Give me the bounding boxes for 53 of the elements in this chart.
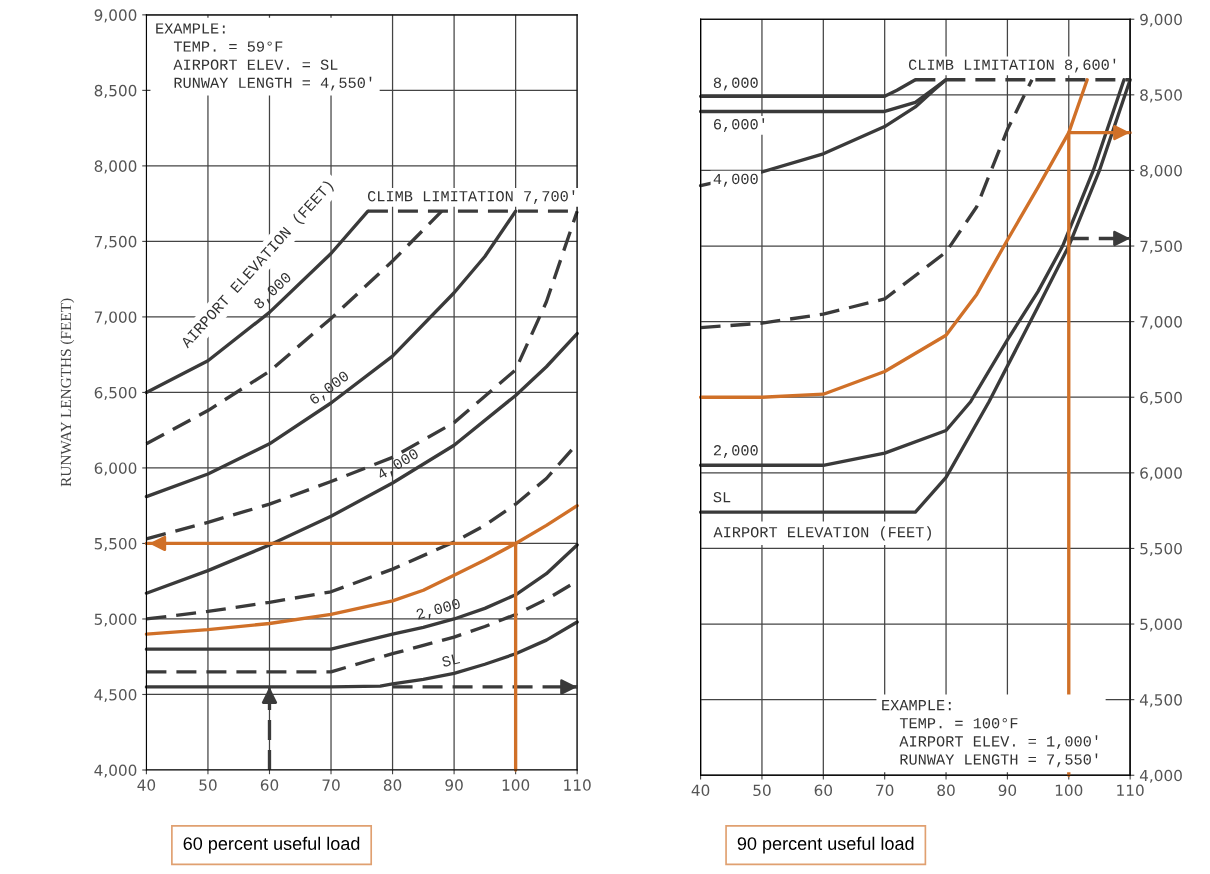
y-tick-label: 6,500 [94, 386, 137, 401]
x-tick-label: 40 [691, 784, 710, 797]
annotation: AIRPORT ELEVATION (FEET) [713, 526, 931, 541]
series-label: CLIMB LIMITATION 7,700' [367, 190, 575, 204]
y2-tick-label: 8,000 [1140, 164, 1182, 179]
y-tick-label: 5,500 [94, 537, 137, 552]
x-tick-label: 100 [502, 779, 530, 791]
x-tick-label: 110 [564, 779, 591, 791]
x-tick-label: 100 [1055, 784, 1083, 797]
y-tick-label: 6,000 [94, 462, 137, 476]
y2-tick-label: 4,000 [1139, 769, 1182, 783]
x-tick-label: 40 [137, 779, 156, 791]
series-label: 8,000 [713, 77, 758, 91]
annotation: SL [441, 653, 461, 668]
y2-tick-label: 5,500 [1140, 542, 1182, 557]
y-tick-label: 5,000 [94, 613, 137, 627]
y-tick-label: 7,500 [94, 235, 137, 249]
x-tick-label: 110 [1117, 784, 1144, 797]
y-tick-label: 4,500 [94, 688, 137, 703]
y-tick-label: 9,000 [94, 9, 137, 23]
annotation: EXAMPLE: TEMP. = 100°F AIRPORT ELEV. = 1,000' RUNWAY LENGTH = 7,550' [882, 700, 1098, 768]
series-label: 6,000' [713, 118, 765, 133]
x-tick-label: 50 [199, 779, 217, 791]
text: 60 percent useful load [183, 836, 360, 854]
y2-tick-label: 4,500 [1139, 694, 1182, 708]
x-tick-label: 70 [876, 784, 894, 797]
y2-tick-label: 9,000 [1140, 13, 1182, 27]
y-tick-label: 7,000 [94, 311, 137, 325]
text: 90 percent useful load [737, 836, 914, 854]
y2-tick-label: 7,500 [1140, 240, 1182, 254]
x-tick-label: 60 [260, 779, 279, 791]
x-tick-label: 90 [998, 784, 1017, 797]
x-tick-label: 90 [445, 779, 463, 791]
series-label: SL [713, 491, 731, 503]
series-label: CLIMB LIMITATION 8,600' [908, 58, 1116, 73]
y-tick-label: 4,000 [94, 764, 137, 778]
y2-tick-label: 5,000 [1140, 618, 1182, 632]
annotation: 2,000 [415, 598, 462, 623]
series-label: 2,000 [713, 445, 758, 459]
x-tick-label: 80 [383, 779, 402, 791]
y-axis-title: RUNWAY LENGTHS (FEET) [60, 298, 75, 487]
y2-tick-label: 6,500 [1140, 391, 1182, 405]
x-tick-label: 50 [753, 784, 771, 797]
y-tick-label: 8,500 [94, 84, 137, 98]
annotation: EXAMPLE: TEMP. = 59°F AIRPORT ELEV. = SL RUNWAY LENGTH = 4,550' [156, 23, 372, 91]
y2-tick-label: 6,000 [1140, 467, 1182, 481]
x-tick-label: 60 [814, 784, 833, 797]
x-tick-label: 70 [322, 779, 340, 791]
y-tick-label: 8,000 [94, 160, 137, 174]
y2-tick-label: 8,500 [1140, 89, 1182, 103]
x-tick-label: 80 [937, 784, 955, 797]
series-label: 4,000 [713, 173, 758, 187]
y2-tick-label: 7,000 [1140, 316, 1182, 330]
